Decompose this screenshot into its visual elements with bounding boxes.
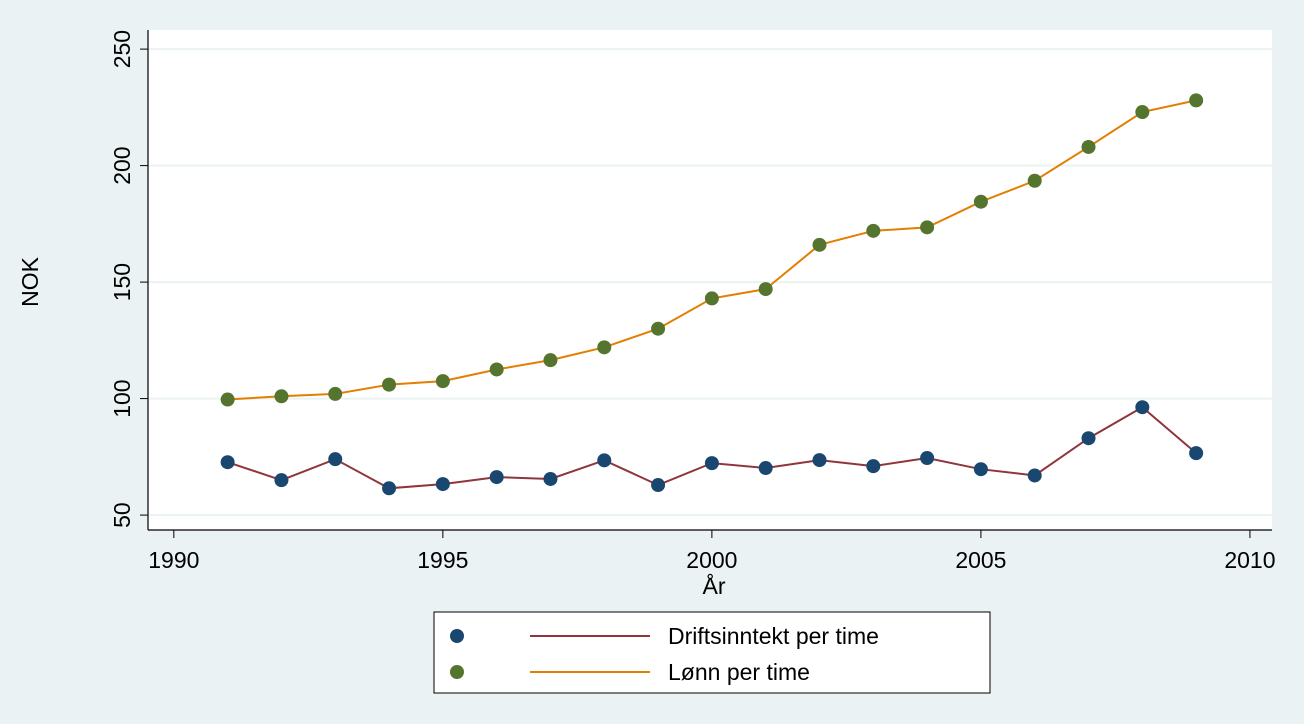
data-point (597, 453, 612, 468)
y-tick-label: 100 (109, 379, 135, 417)
data-point (1189, 446, 1204, 461)
y-tick-label: 250 (109, 30, 135, 68)
x-tick-label: 1995 (417, 547, 468, 573)
data-point (1189, 93, 1204, 108)
data-point (220, 392, 235, 407)
data-point (973, 462, 988, 477)
data-point (1081, 431, 1096, 446)
data-point (866, 459, 881, 474)
data-point (435, 477, 450, 492)
legend-marker (450, 629, 464, 643)
data-point (651, 478, 666, 493)
data-point (651, 321, 666, 336)
data-point (328, 386, 343, 401)
data-point (1027, 468, 1042, 483)
data-point (920, 451, 935, 466)
data-point (274, 389, 289, 404)
data-point (812, 453, 827, 468)
y-tick-label: 150 (109, 263, 135, 301)
data-point (704, 291, 719, 306)
y-axis-label: NOK (17, 256, 43, 307)
x-tick-label: 2000 (686, 547, 737, 573)
plot-area (148, 30, 1272, 530)
data-point (920, 220, 935, 235)
x-axis-label: År (703, 572, 726, 599)
data-point (758, 461, 773, 476)
data-point (543, 353, 558, 368)
y-tick-label: 200 (109, 146, 135, 184)
data-point (382, 481, 397, 496)
x-tick-label: 2010 (1224, 547, 1275, 573)
data-point (489, 362, 504, 377)
data-point (973, 194, 988, 209)
data-point (812, 237, 827, 252)
legend-label: Driftsinntekt per time (668, 623, 879, 649)
data-point (382, 377, 397, 392)
data-point (597, 340, 612, 355)
data-point (328, 452, 343, 467)
y-tick-label: 50 (109, 502, 135, 528)
x-tick-label: 2005 (955, 547, 1006, 573)
data-point (543, 471, 558, 486)
data-point (866, 223, 881, 238)
legend-marker (450, 665, 464, 679)
data-point (1135, 105, 1150, 120)
legend (433, 611, 991, 694)
data-point (1135, 400, 1150, 415)
data-point (274, 473, 289, 488)
data-point (435, 374, 450, 389)
legend-label: Lønn per time (668, 659, 810, 685)
data-point (489, 470, 504, 485)
data-point (220, 455, 235, 470)
data-point (758, 282, 773, 297)
x-tick-label: 1990 (148, 547, 199, 573)
data-point (1081, 139, 1096, 154)
data-point (1027, 173, 1042, 188)
data-point (704, 456, 719, 471)
